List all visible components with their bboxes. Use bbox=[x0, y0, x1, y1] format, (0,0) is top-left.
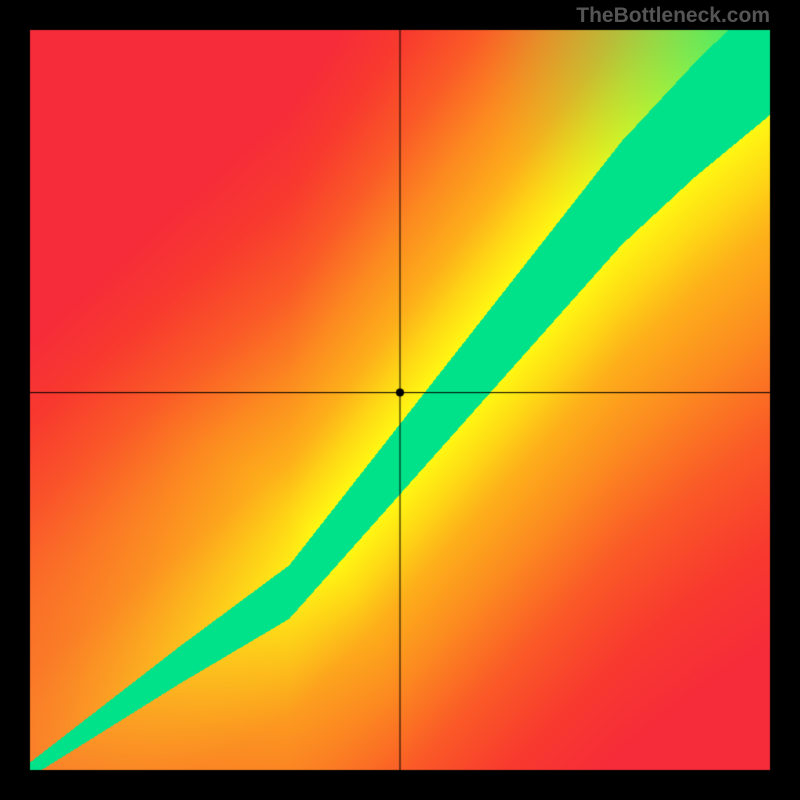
chart-container: TheBottleneck.com bbox=[0, 0, 800, 800]
watermark-text: TheBottleneck.com bbox=[576, 4, 770, 28]
heatmap-canvas bbox=[0, 0, 800, 800]
